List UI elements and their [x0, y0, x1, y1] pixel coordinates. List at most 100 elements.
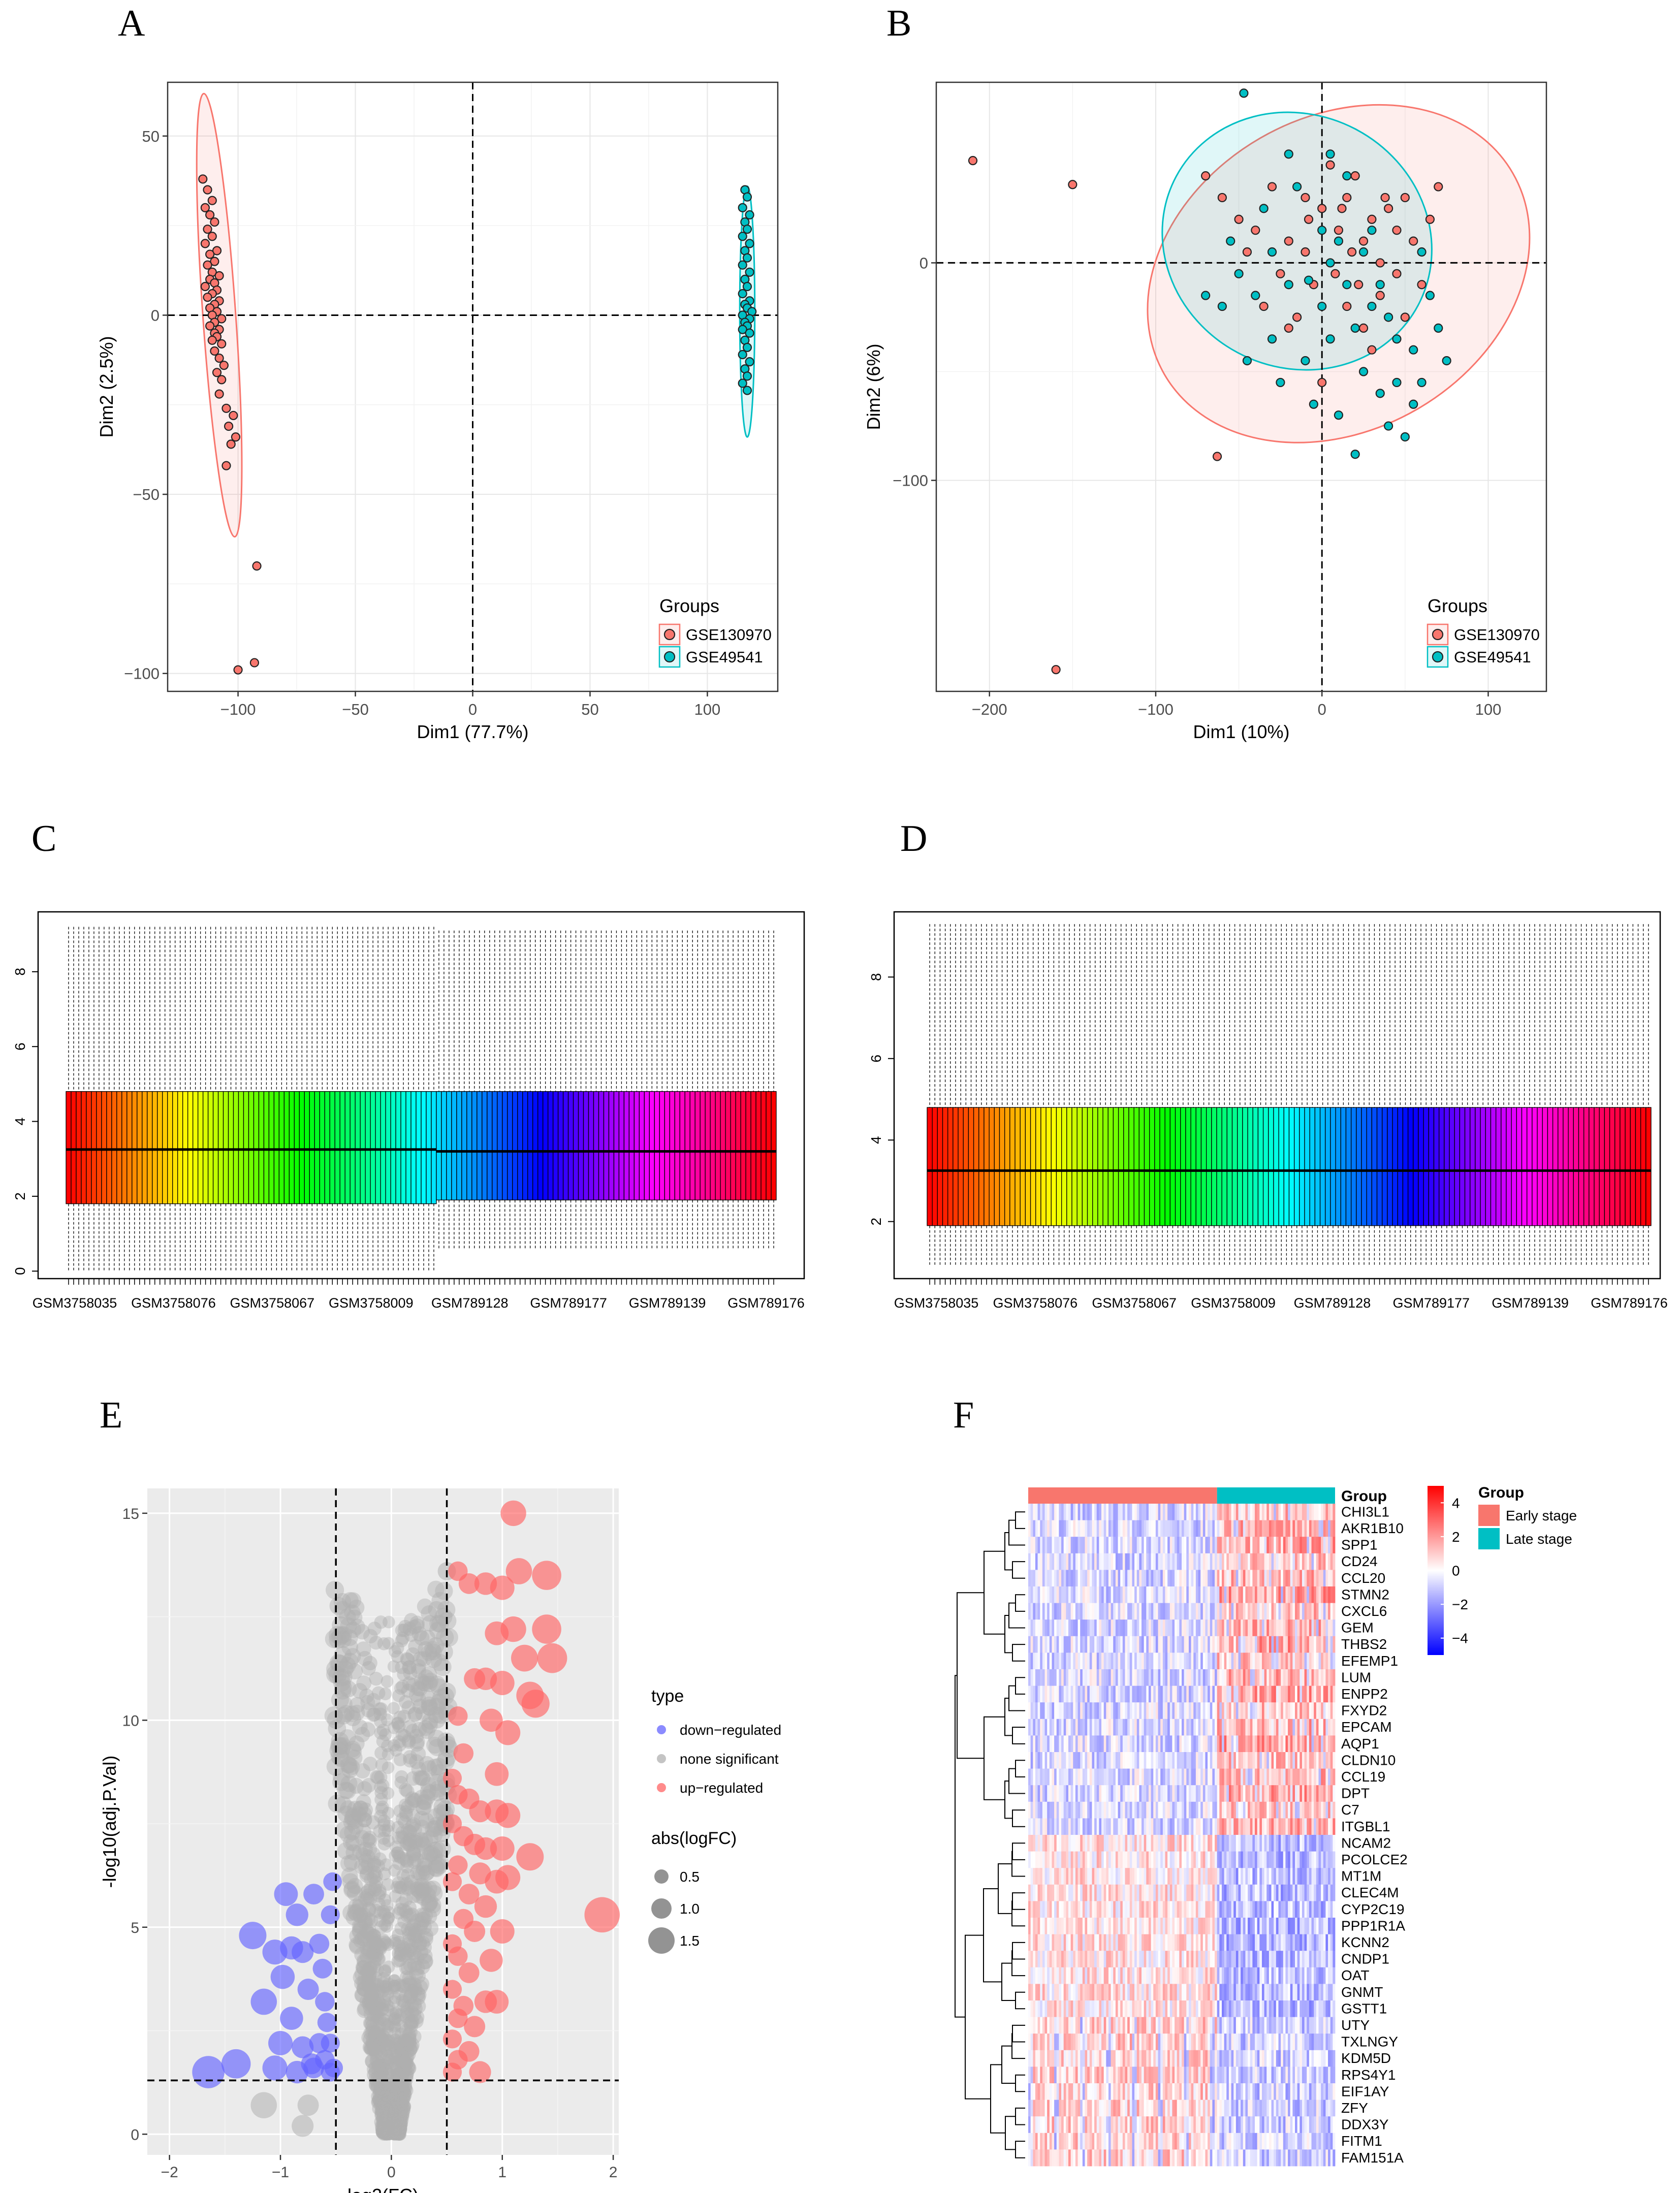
heatmap-cell	[1063, 1603, 1066, 1620]
heatmap-cell	[1307, 1686, 1310, 1703]
box	[700, 1091, 706, 1200]
heatmap-cell	[1208, 1619, 1211, 1637]
data-point-gse130970	[968, 156, 978, 166]
heatmap-cell	[1094, 1603, 1097, 1620]
data-point-gse49541	[745, 328, 754, 338]
heatmap-cell	[1129, 1619, 1132, 1637]
heatmap-cell	[1276, 1504, 1279, 1520]
heatmap-cell	[1250, 1570, 1253, 1587]
heatmap-cell	[1108, 1504, 1112, 1520]
heatmap-cell	[1321, 1702, 1324, 1720]
heatmap-cell	[1325, 1537, 1328, 1554]
heatmap-cell	[1325, 1702, 1328, 1720]
heatmap-cell	[1193, 1636, 1196, 1653]
heatmap-cell	[1035, 1520, 1038, 1537]
heatmap-cell	[1061, 1504, 1064, 1520]
heatmap-cell	[1068, 1553, 1071, 1570]
heatmap-cell	[1238, 1603, 1241, 1620]
heatmap-cell	[1066, 1586, 1069, 1603]
heatmap-cell	[1040, 1553, 1043, 1570]
heatmap-cell	[1188, 1619, 1191, 1637]
box	[603, 1091, 610, 1200]
heatmap-cell	[1226, 1537, 1229, 1554]
heatmap-cell	[1033, 1669, 1036, 1686]
box	[431, 1091, 437, 1204]
heatmap-cell	[1120, 1669, 1123, 1686]
heatmap-cell	[1054, 1603, 1057, 1620]
data-point-gse130970	[1392, 226, 1402, 235]
data-point-none-significant	[420, 1783, 436, 1800]
heatmap-cell	[1122, 1603, 1125, 1620]
heatmap-cell	[1255, 1537, 1258, 1554]
heatmap-cell	[1165, 1553, 1168, 1570]
heatmap-cell	[1094, 1553, 1097, 1570]
heatmap-cell	[1099, 1636, 1102, 1653]
box	[1216, 1107, 1222, 1226]
data-point-none-significant	[388, 1645, 401, 1658]
box	[1071, 1107, 1077, 1226]
data-point-gse130970	[226, 439, 236, 449]
data-point-gse130970	[210, 217, 219, 227]
heatmap-cell	[1068, 1603, 1071, 1620]
box	[289, 1091, 295, 1204]
heatmap-cell	[1266, 1702, 1270, 1720]
heatmap-cell	[1136, 1586, 1139, 1603]
legend-label-type: down−regulated	[680, 1722, 781, 1738]
data-point-gse130970	[1367, 345, 1377, 355]
heatmap-cell	[1066, 1636, 1069, 1653]
heatmap-cell	[1248, 1702, 1251, 1720]
heatmap-cell	[1101, 1686, 1104, 1703]
heatmap-cell	[1295, 1619, 1298, 1637]
heatmap-cell	[1073, 1586, 1076, 1603]
data-point-none-significant	[421, 1881, 437, 1897]
heatmap-cell	[1103, 1669, 1106, 1686]
data-point-none-significant	[377, 2122, 391, 2136]
data-point-none-significant	[416, 1650, 432, 1667]
heatmap-cell	[1120, 1686, 1123, 1703]
heatmap-cell	[1155, 1504, 1158, 1520]
heatmap-cell	[1047, 1537, 1050, 1554]
data-point-none-significant	[400, 2045, 415, 2059]
heatmap-cell	[1179, 1652, 1182, 1670]
heatmap-cell	[1158, 1504, 1161, 1520]
heatmap-cell	[1172, 1636, 1175, 1653]
box	[578, 1091, 584, 1200]
heatmap-cell	[1033, 1702, 1036, 1720]
box	[684, 1091, 690, 1200]
heatmap-cell	[1068, 1669, 1071, 1686]
box	[1532, 1107, 1538, 1226]
heatmap-cell	[1314, 1619, 1317, 1637]
heatmap-cell	[1113, 1702, 1116, 1720]
box	[1392, 1107, 1398, 1226]
heatmap-cell	[1210, 1504, 1213, 1520]
heatmap-cell	[1228, 1652, 1231, 1670]
heatmap-cell	[1328, 1686, 1331, 1703]
heatmap-cell	[1323, 1537, 1326, 1554]
heatmap-cell	[1314, 1504, 1317, 1520]
x-tick-label: −100	[1138, 701, 1174, 718]
heatmap-cell	[1228, 1636, 1231, 1653]
box	[1413, 1107, 1419, 1226]
heatmap-cell	[1080, 1520, 1083, 1537]
heatmap-cell	[1295, 1686, 1298, 1703]
heatmap-cell	[1226, 1520, 1229, 1537]
x-tick-label: GSM3758076	[993, 1295, 1078, 1311]
heatmap-cell	[1082, 1669, 1085, 1686]
data-point-none-significant	[413, 1651, 428, 1667]
heatmap-cell	[1044, 1702, 1048, 1720]
box	[410, 1091, 417, 1204]
heatmap-cell	[1200, 1619, 1203, 1637]
heatmap-cell	[1087, 1686, 1090, 1703]
box	[766, 1091, 772, 1200]
heatmap-cell	[1103, 1603, 1106, 1620]
heatmap-cell	[1153, 1686, 1156, 1703]
heatmap-cell	[1056, 1504, 1059, 1520]
heatmap-cell	[1188, 1652, 1191, 1670]
heatmap-cell	[1167, 1636, 1170, 1653]
heatmap-cell	[1231, 1570, 1234, 1587]
heatmap-cell	[1276, 1537, 1279, 1554]
heatmap-cell	[1208, 1702, 1211, 1720]
heatmap-cell	[1235, 1537, 1239, 1554]
heatmap-cell	[1092, 1702, 1095, 1720]
heatmap-cell	[1325, 1553, 1328, 1570]
